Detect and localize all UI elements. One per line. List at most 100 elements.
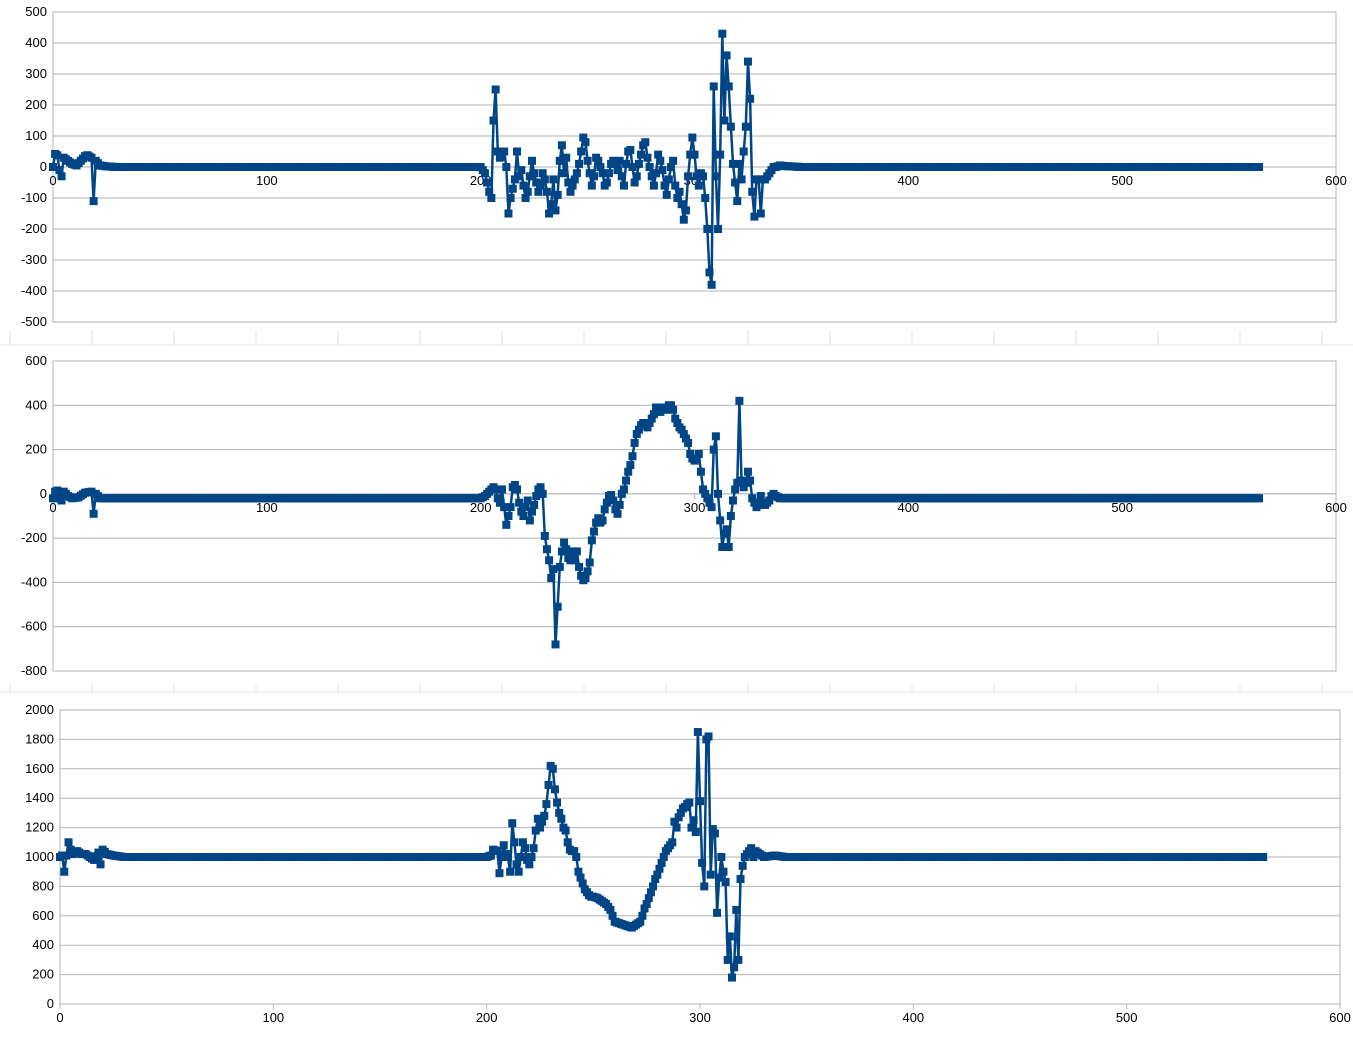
data-point [96, 860, 105, 869]
data-point [690, 150, 699, 159]
data-point [533, 814, 542, 823]
data-point [577, 571, 586, 580]
data-point [58, 851, 67, 860]
data-point [611, 505, 620, 514]
data-point [510, 481, 519, 489]
y-tick-label: -100 [21, 190, 47, 205]
data-point [531, 826, 540, 835]
data-point [699, 485, 708, 494]
data-point [721, 877, 730, 886]
data-point [562, 153, 571, 162]
data-point [486, 851, 495, 860]
data-point [594, 514, 603, 523]
y-tick-label: 1000 [25, 849, 54, 864]
data-point [748, 187, 757, 196]
data-point [615, 500, 624, 509]
data-point [493, 147, 502, 156]
data-point [544, 780, 553, 789]
data-point [689, 816, 698, 825]
data-point [733, 197, 742, 206]
data-point [613, 166, 622, 175]
y-tick-label: 1400 [25, 790, 54, 805]
data-point [547, 574, 556, 582]
data-point [523, 187, 532, 196]
data-point [589, 527, 598, 536]
data-point [57, 172, 66, 181]
y-tick-label: -200 [21, 221, 47, 236]
data-point [560, 538, 569, 547]
data-point [671, 181, 680, 190]
series-line [51, 399, 1259, 646]
data-point [491, 85, 500, 94]
data-point [672, 823, 681, 832]
data-point [696, 797, 704, 806]
data-point [60, 867, 69, 876]
x-tick-label: 200 [470, 500, 492, 515]
data-point [658, 166, 667, 175]
x-tick-label: 0 [49, 173, 56, 188]
data-point [692, 172, 701, 181]
data-point [686, 450, 695, 458]
data-point [642, 900, 651, 909]
data-point [521, 844, 530, 853]
y-tick-label: -200 [21, 530, 47, 545]
data-point [519, 512, 528, 520]
data-point [566, 556, 575, 565]
data-point [521, 194, 530, 202]
data-point [596, 163, 605, 171]
y-tick-label: 1800 [25, 731, 54, 746]
data-point [636, 917, 645, 926]
data-point [646, 888, 655, 897]
data-point [720, 116, 729, 125]
x-tick-label: 600 [1325, 173, 1347, 188]
y-tick-label: 2000 [25, 702, 54, 717]
data-point [718, 543, 727, 551]
data-point [1255, 494, 1264, 503]
data-point [728, 496, 737, 505]
data-point [676, 808, 685, 817]
data-point [750, 498, 759, 507]
data-point [615, 156, 624, 165]
data-point [685, 798, 694, 807]
data-point [572, 853, 581, 861]
data-point [542, 187, 551, 196]
data-point [743, 57, 752, 66]
data-point [487, 194, 496, 202]
data-point [649, 882, 658, 891]
data-point [545, 209, 554, 218]
data-point [722, 525, 731, 534]
data-point [688, 133, 697, 142]
data-point [641, 138, 650, 147]
data-point [656, 156, 665, 165]
y-tick-label: 200 [25, 97, 47, 112]
data-point [622, 476, 631, 485]
data-point [734, 955, 743, 964]
data-point [564, 178, 573, 187]
data-point [572, 169, 581, 178]
data-point [626, 145, 635, 154]
data-point [703, 225, 712, 233]
data-point [647, 172, 656, 181]
data-point [706, 870, 715, 879]
data-point [583, 156, 592, 165]
data-point [756, 492, 765, 501]
data-point [602, 178, 611, 187]
data-point [495, 498, 504, 507]
data-point [550, 785, 559, 794]
data-point [508, 184, 517, 193]
data-point [617, 489, 626, 498]
data-point [513, 147, 522, 156]
data-point [540, 811, 549, 820]
data-point [686, 150, 695, 159]
data-point [53, 151, 62, 160]
data-point [728, 159, 737, 168]
data-point [709, 445, 718, 454]
data-point [525, 860, 534, 869]
y-tick-label: 400 [25, 35, 47, 50]
data-point [709, 82, 718, 91]
data-point [716, 150, 725, 159]
series-markers [49, 29, 1264, 289]
data-point [1259, 853, 1268, 861]
data-point [557, 547, 566, 556]
